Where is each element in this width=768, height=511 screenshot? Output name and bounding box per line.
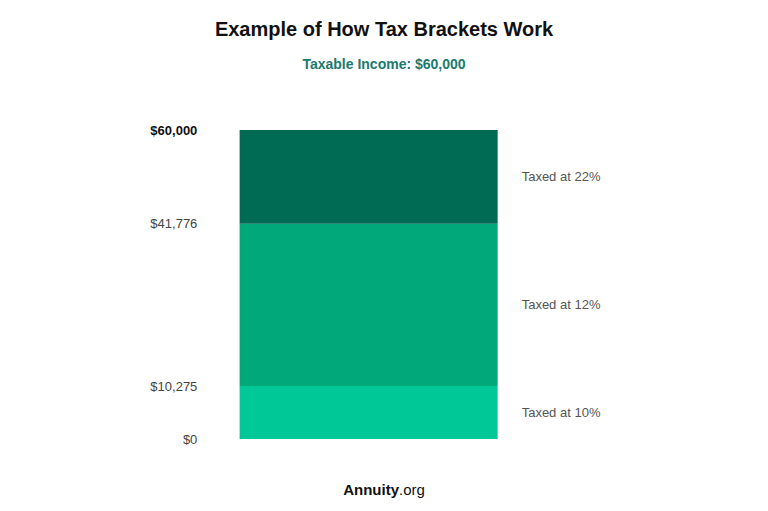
svg-text:$0: $0 — [183, 432, 197, 447]
svg-text:Example of How Tax Brackets Wo: Example of How Tax Brackets Work — [215, 18, 554, 40]
svg-text:Annuity: Annuity — [343, 481, 399, 498]
svg-text:$60,000: $60,000 — [150, 123, 197, 138]
svg-text:Taxable Income: $60,000: Taxable Income: $60,000 — [302, 56, 465, 72]
svg-text:Taxed at 12%: Taxed at 12% — [522, 297, 601, 312]
svg-text:.org: .org — [399, 481, 425, 498]
svg-text:Taxed at 22%: Taxed at 22% — [522, 169, 601, 184]
svg-text:Taxed at 10%: Taxed at 10% — [522, 405, 601, 420]
svg-text:$41,776: $41,776 — [150, 216, 197, 231]
svg-text:$10,275: $10,275 — [150, 379, 197, 394]
